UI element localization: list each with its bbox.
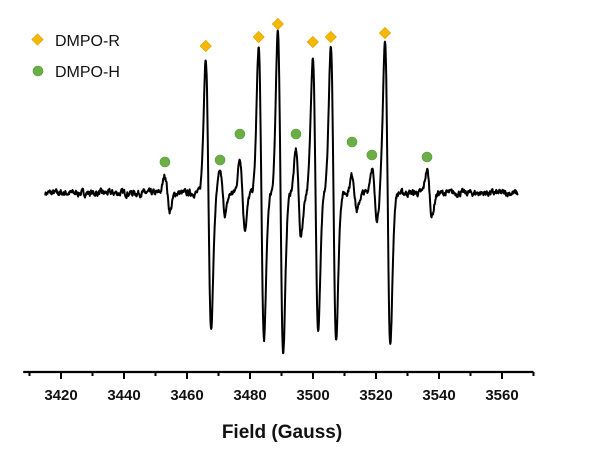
x-tick-label: 3500 xyxy=(296,387,329,404)
dmpo-h-marker xyxy=(421,151,433,163)
dmpo-h-marker xyxy=(366,149,378,161)
dmpo-r-marker xyxy=(199,39,212,53)
legend-marker-dmpo-h xyxy=(32,65,44,77)
spectrum-line xyxy=(44,29,519,355)
x-tick-label: 3460 xyxy=(170,387,203,404)
x-tick-label: 3560 xyxy=(485,387,518,404)
dmpo-r-marker xyxy=(306,35,319,49)
legend-label-dmpo-h: DMPO-H xyxy=(55,64,120,81)
dmpo-r-marker xyxy=(324,30,337,44)
x-axis-label: Field (Gauss) xyxy=(222,422,342,443)
dmpo-h-marker xyxy=(346,136,358,148)
dmpo-r-marker xyxy=(378,26,392,40)
x-tick-label: 3440 xyxy=(107,387,140,404)
peak-markers xyxy=(159,17,433,168)
x-tick-label: 3540 xyxy=(422,387,455,404)
dmpo-r-marker xyxy=(271,17,284,31)
x-tick-label: 3420 xyxy=(44,387,77,404)
legend-label-dmpo-r: DMPO-R xyxy=(55,33,120,50)
dmpo-r-marker xyxy=(252,30,265,44)
dmpo-h-marker xyxy=(234,128,246,140)
x-axis: 3420 3440 3460 3480 3500 3520 3540 3560 xyxy=(23,370,535,404)
dmpo-h-marker xyxy=(214,154,226,166)
dmpo-h-marker xyxy=(290,128,302,140)
dmpo-h-marker xyxy=(159,156,171,168)
legend-marker-dmpo-r xyxy=(31,33,44,46)
x-tick-label: 3480 xyxy=(233,387,266,404)
x-tick-label: 3520 xyxy=(359,387,392,404)
legend: DMPO-R DMPO-H xyxy=(31,33,120,81)
